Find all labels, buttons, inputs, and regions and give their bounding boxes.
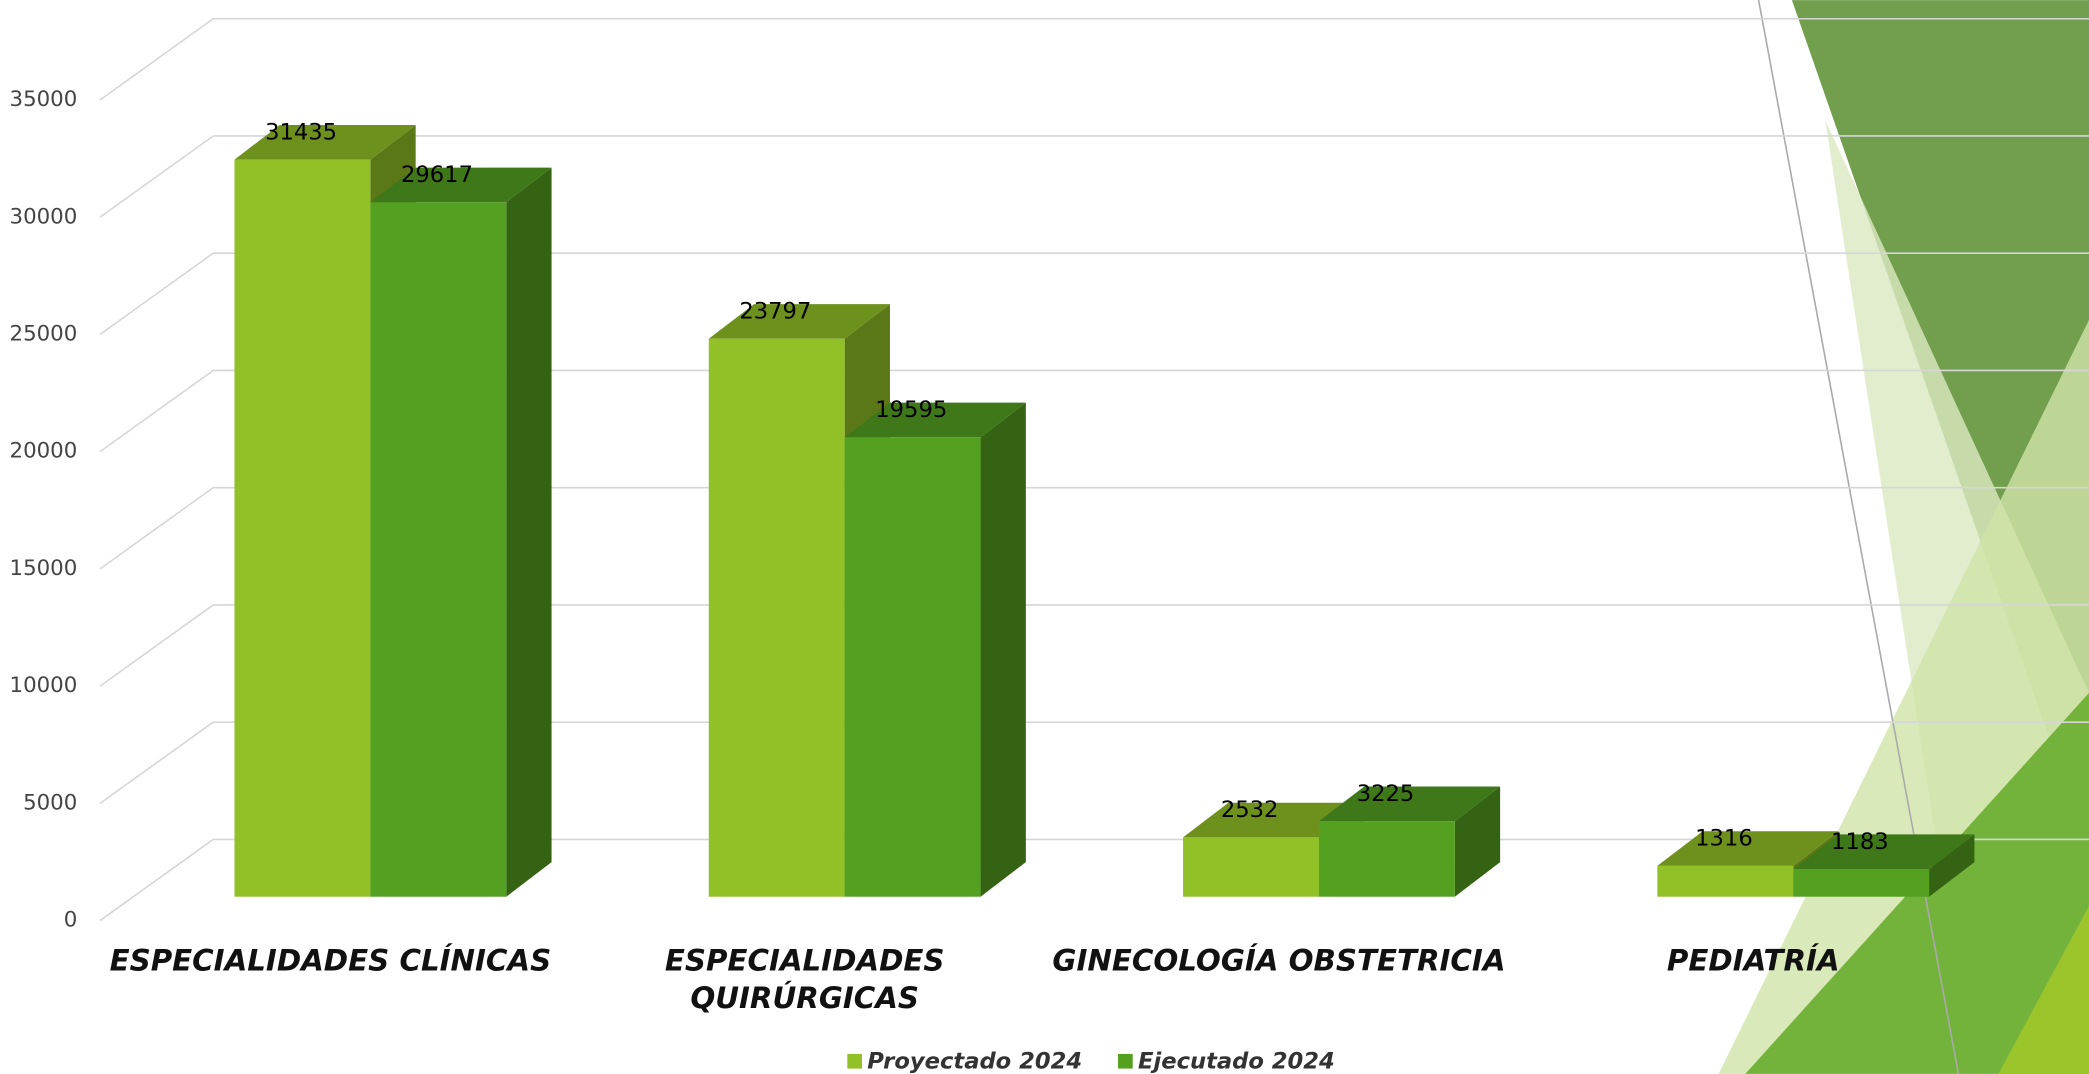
grid-line: [99, 604, 214, 687]
legend-swatch: [1118, 1053, 1133, 1069]
x-tick-label: QUIRÚRGICAS: [690, 979, 919, 1015]
value-label: 19595: [875, 397, 947, 423]
grid-line: [99, 135, 214, 218]
bar-front: [708, 338, 845, 897]
grid-line: [99, 487, 214, 570]
grid-line: [99, 369, 214, 453]
legend-label: Proyectado 2024: [867, 1048, 1082, 1074]
bar: [1793, 834, 1975, 897]
bar: [370, 167, 552, 897]
legend-label: Ejecutado 2024: [1138, 1048, 1335, 1074]
bar-top: [1657, 831, 1839, 866]
value-label: 3225: [1357, 781, 1415, 807]
y-tick-label: 35000: [10, 87, 78, 112]
value-label: 31435: [265, 119, 337, 145]
bar-top: [1793, 834, 1975, 869]
value-label: 1316: [1695, 826, 1753, 852]
grid-line: [99, 838, 214, 922]
bar-front: [1183, 837, 1319, 897]
y-tick-label: 20000: [10, 439, 78, 464]
x-tick-label: ESPECIALIDADES: [665, 943, 945, 977]
x-tick-label: GINECOLOGÍA OBSTETRICIA: [1052, 942, 1505, 977]
bar-side: [1929, 834, 1975, 897]
bar-top: [708, 304, 890, 339]
bar-side: [1454, 786, 1501, 897]
bar-top: [370, 167, 552, 203]
bar-side: [980, 402, 1026, 897]
bar-front: [1793, 868, 1930, 897]
bar-front: [1657, 865, 1794, 897]
bar-front: [844, 437, 981, 897]
bar-side: [506, 167, 552, 897]
y-tick-label: 15000: [10, 556, 78, 581]
bar-top: [844, 402, 1026, 438]
bar-front: [370, 202, 507, 897]
x-tick-label: ESPECIALIDADES CLÍNICAS: [110, 942, 552, 977]
grid-line: [99, 18, 214, 101]
value-label: 1183: [1831, 829, 1889, 855]
value-label: 29617: [401, 162, 473, 188]
bar: [1318, 786, 1501, 897]
x-tick-label: PEDIATRÍA: [1667, 942, 1840, 977]
y-tick-label: 30000: [10, 204, 78, 229]
background-decoration: [1718, 0, 2089, 1074]
y-tick-label: 25000: [10, 321, 78, 346]
bar: [844, 402, 1026, 897]
grid-line: [99, 721, 214, 805]
bar-front: [234, 159, 371, 897]
y-tick-label: 5000: [23, 790, 77, 815]
grid-line: [99, 252, 214, 336]
y-tick-label: 10000: [10, 673, 78, 698]
bar-front: [1318, 821, 1455, 897]
legend-swatch: [847, 1053, 862, 1069]
y-tick-label: 0: [64, 908, 78, 933]
value-label: 23797: [739, 299, 811, 325]
bar-top: [234, 124, 416, 160]
bar-top: [1318, 786, 1501, 822]
value-label: 2532: [1221, 797, 1279, 823]
bar: [1657, 831, 1839, 897]
